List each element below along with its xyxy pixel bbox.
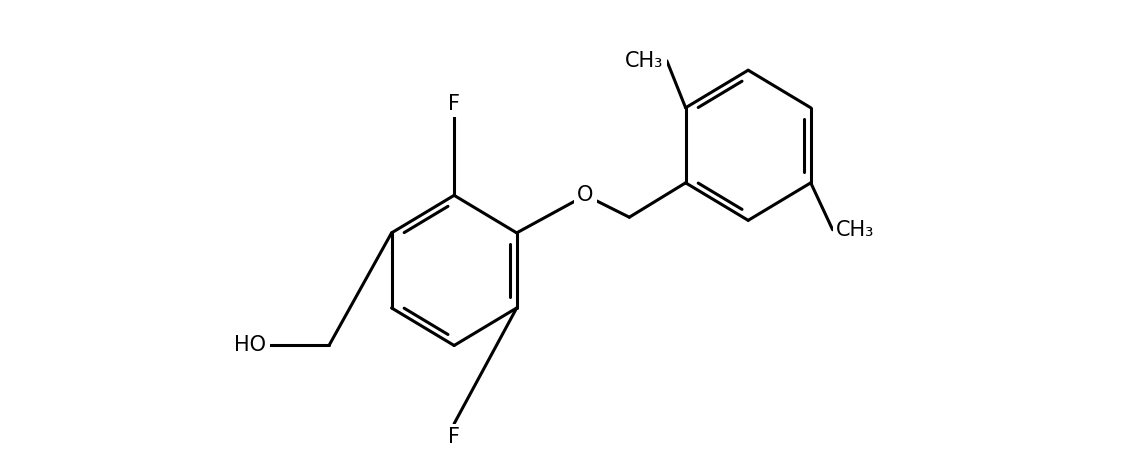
Text: CH₃: CH₃ bbox=[626, 51, 664, 71]
Text: CH₃: CH₃ bbox=[835, 220, 874, 240]
Text: F: F bbox=[448, 94, 461, 114]
Text: F: F bbox=[448, 427, 461, 447]
Text: HO: HO bbox=[235, 336, 266, 355]
Text: O: O bbox=[578, 185, 594, 205]
